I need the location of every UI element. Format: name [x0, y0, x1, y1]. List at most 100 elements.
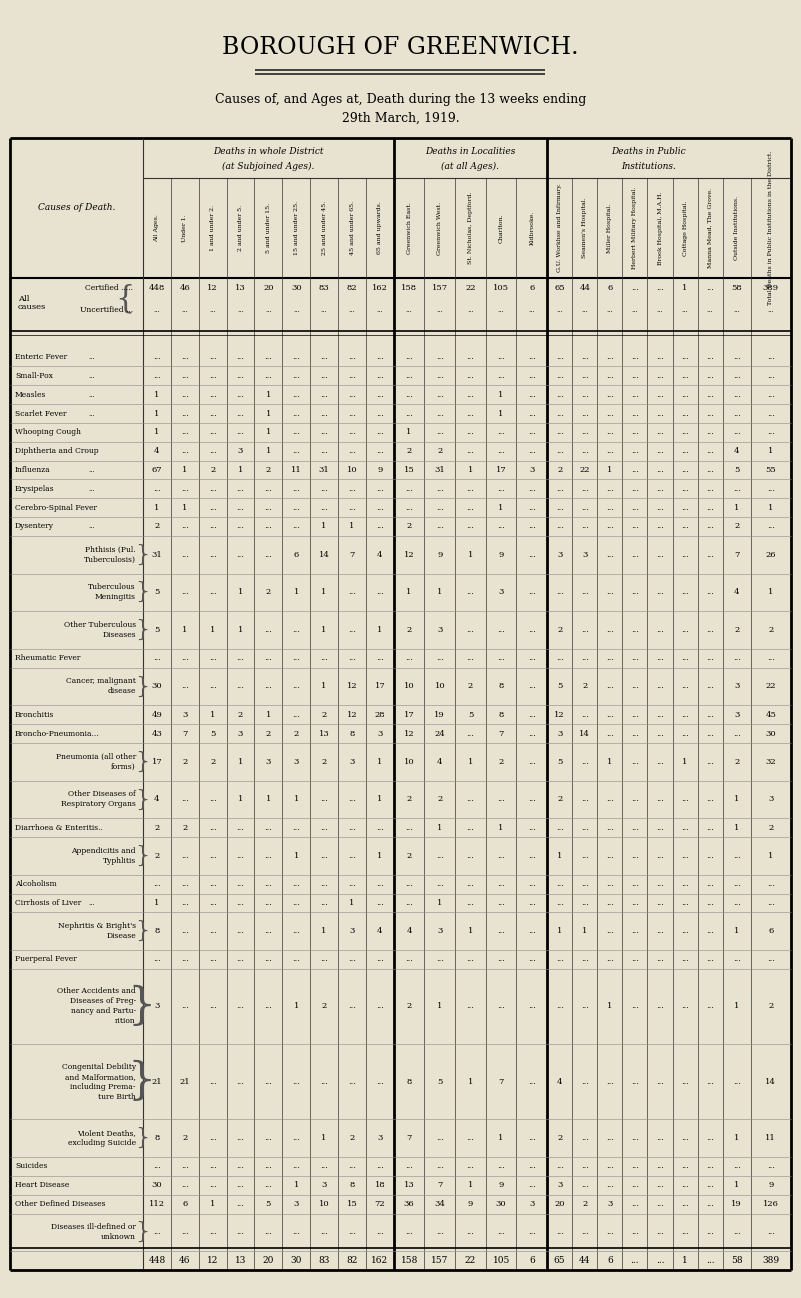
- Text: ...: ...: [348, 1077, 356, 1085]
- Text: ...: ...: [767, 900, 775, 907]
- Text: ...: ...: [348, 428, 356, 436]
- Text: ...: ...: [581, 654, 589, 662]
- Text: 31: 31: [319, 466, 329, 474]
- Text: ...: ...: [528, 1163, 536, 1171]
- Text: 1: 1: [377, 758, 383, 766]
- Text: ...: ...: [264, 927, 272, 935]
- Text: 448: 448: [148, 1256, 166, 1266]
- Text: ...: ...: [376, 504, 384, 511]
- Text: ...: ...: [656, 654, 664, 662]
- Text: ...: ...: [581, 796, 589, 803]
- Text: ...: ...: [236, 900, 244, 907]
- Text: 3: 3: [529, 1201, 534, 1208]
- Text: 7: 7: [437, 1181, 442, 1189]
- Text: ...: ...: [376, 1228, 384, 1237]
- Text: ...: ...: [631, 306, 638, 314]
- Text: ...: ...: [656, 428, 664, 436]
- Text: 14: 14: [579, 729, 590, 737]
- Text: ...: ...: [320, 353, 328, 361]
- Text: ...: ...: [376, 1002, 384, 1010]
- Text: ...: ...: [348, 448, 356, 456]
- Text: 6: 6: [607, 1256, 613, 1266]
- Text: ...: ...: [181, 1228, 189, 1237]
- Text: 13: 13: [235, 1256, 246, 1266]
- Text: 10: 10: [434, 683, 445, 691]
- Text: ...: ...: [153, 955, 161, 963]
- Text: ...: ...: [236, 391, 244, 398]
- Text: disease: disease: [107, 688, 136, 696]
- Text: 8: 8: [155, 1134, 159, 1142]
- Text: 5: 5: [266, 1201, 271, 1208]
- Text: ...: ...: [236, 485, 244, 493]
- Text: 1: 1: [155, 428, 159, 436]
- Text: ...: ...: [631, 448, 639, 456]
- Text: 5: 5: [557, 683, 562, 691]
- Text: ...: ...: [88, 466, 95, 474]
- Text: ...: ...: [631, 796, 639, 803]
- Text: ...: ...: [436, 428, 444, 436]
- Text: Scarlet Fever: Scarlet Fever: [15, 410, 66, 418]
- Text: 25 and under 45.: 25 and under 45.: [322, 201, 327, 256]
- Text: ...: ...: [681, 654, 689, 662]
- Text: Other Accidents and: Other Accidents and: [57, 988, 136, 996]
- Text: 1: 1: [210, 626, 215, 633]
- Text: Uncertified ...: Uncertified ...: [80, 306, 133, 314]
- Text: ...: ...: [405, 880, 413, 888]
- Text: ...: ...: [656, 683, 664, 691]
- Text: ...: ...: [631, 880, 639, 888]
- Text: ...: ...: [528, 626, 536, 633]
- Text: }: }: [128, 1060, 156, 1103]
- Text: ...: ...: [767, 955, 775, 963]
- Text: 1: 1: [468, 1077, 473, 1085]
- Text: Heart Disease: Heart Disease: [15, 1181, 70, 1189]
- Text: 10: 10: [347, 466, 357, 474]
- Text: 2: 2: [294, 729, 299, 737]
- Text: ...: ...: [556, 410, 564, 418]
- Text: 1: 1: [321, 626, 327, 633]
- Text: causes: causes: [18, 304, 46, 312]
- Text: 1: 1: [498, 504, 504, 511]
- Text: ...: ...: [681, 523, 689, 531]
- Text: ...: ...: [181, 373, 189, 380]
- Text: ...: ...: [656, 900, 664, 907]
- Text: ...: ...: [236, 373, 244, 380]
- Text: 5: 5: [734, 466, 739, 474]
- Text: 1: 1: [682, 758, 688, 766]
- Text: 1: 1: [498, 824, 504, 832]
- Text: 1: 1: [498, 1134, 504, 1142]
- Text: ...: ...: [656, 588, 664, 596]
- Text: ...: ...: [681, 1163, 689, 1171]
- Text: ...: ...: [348, 824, 356, 832]
- Text: ...: ...: [466, 626, 474, 633]
- Text: ...: ...: [292, 523, 300, 531]
- Text: G.U. Workhse and Infirmary.: G.U. Workhse and Infirmary.: [557, 183, 562, 273]
- Text: ...: ...: [706, 1181, 714, 1189]
- Text: ...: ...: [236, 1163, 244, 1171]
- Text: ...: ...: [292, 391, 300, 398]
- Text: ...: ...: [497, 851, 505, 859]
- Text: 9: 9: [468, 1201, 473, 1208]
- Text: ...: ...: [236, 504, 244, 511]
- Text: 3: 3: [557, 550, 562, 558]
- Text: ...: ...: [153, 353, 161, 361]
- Text: ...: ...: [681, 824, 689, 832]
- Text: }: }: [135, 788, 149, 810]
- Text: ...: ...: [264, 1077, 272, 1085]
- Text: 1: 1: [734, 824, 739, 832]
- Text: ...: ...: [209, 1002, 216, 1010]
- Text: ...: ...: [606, 654, 614, 662]
- Text: ...: ...: [556, 588, 564, 596]
- Text: 1: 1: [377, 796, 383, 803]
- Text: ...: ...: [733, 373, 741, 380]
- Text: 1: 1: [210, 711, 215, 719]
- Text: Cirrhosis of Liver: Cirrhosis of Liver: [15, 900, 81, 907]
- Text: ...: ...: [767, 654, 775, 662]
- Text: ...: ...: [348, 373, 356, 380]
- Text: ...: ...: [292, 824, 300, 832]
- Text: 1: 1: [468, 466, 473, 474]
- Text: ...: ...: [292, 927, 300, 935]
- Text: 49: 49: [151, 711, 163, 719]
- Text: ...: ...: [631, 927, 639, 935]
- Text: 1: 1: [266, 391, 271, 398]
- Text: ...: ...: [706, 1201, 714, 1208]
